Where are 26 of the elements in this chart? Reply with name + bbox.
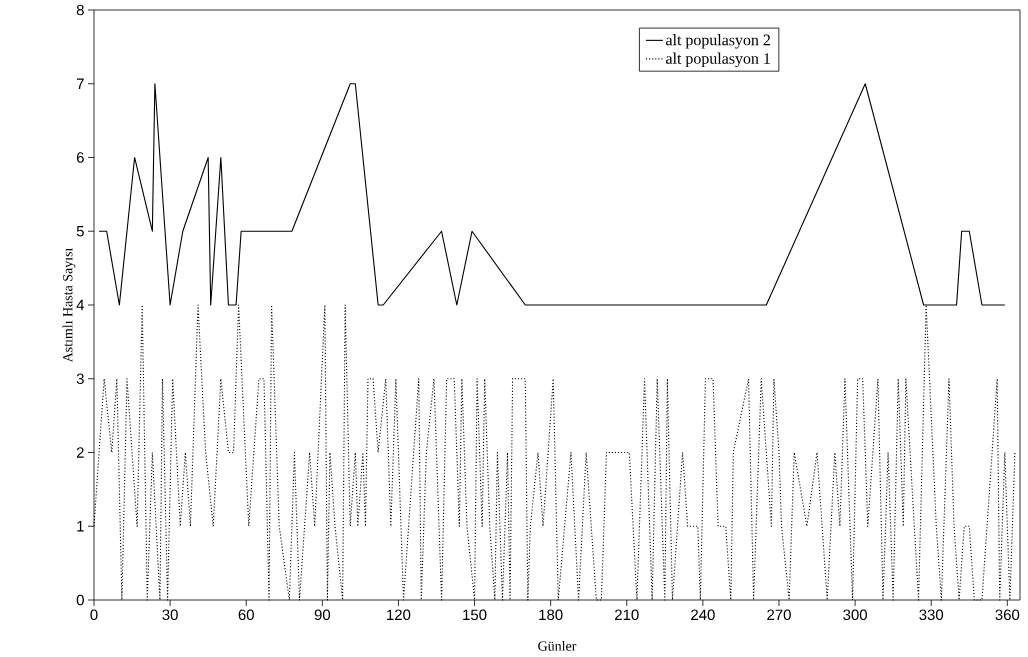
x-tick-label: 60 bbox=[238, 609, 254, 621]
x-tick-label: 330 bbox=[919, 609, 944, 621]
x-tick-label: 240 bbox=[691, 609, 715, 621]
y-tick-label: 6 bbox=[76, 152, 84, 163]
y-tick-label: 3 bbox=[76, 373, 84, 385]
y-tick-label: 0 bbox=[76, 594, 84, 606]
y-tick-label: 8 bbox=[76, 4, 84, 16]
x-tick-label: 0 bbox=[90, 609, 98, 621]
x-tick-label: 180 bbox=[539, 609, 563, 621]
legend-label: alt populasyon 1 bbox=[666, 52, 770, 68]
y-tick-label: 4 bbox=[76, 299, 85, 311]
x-tick-label: 90 bbox=[314, 609, 331, 621]
x-tick-label: 120 bbox=[387, 609, 411, 621]
x-tick-label: 210 bbox=[615, 609, 639, 621]
legend-label: alt populasyon 2 bbox=[666, 34, 770, 49]
y-tick-label: 2 bbox=[76, 447, 84, 458]
y-tick-label: 5 bbox=[76, 226, 84, 237]
x-tick-label: 270 bbox=[767, 609, 791, 621]
x-tick-label: 300 bbox=[843, 609, 867, 621]
x-tick-label: 360 bbox=[995, 609, 1020, 621]
y-axis-title: Astımlı Hasta Sayısı bbox=[62, 247, 76, 363]
x-tick-label: 150 bbox=[463, 609, 487, 621]
x-axis-title: Günler bbox=[538, 640, 577, 651]
y-tick-label: 7 bbox=[76, 78, 84, 89]
y-tick-label: 1 bbox=[77, 521, 84, 532]
x-tick-label: 30 bbox=[162, 609, 178, 621]
